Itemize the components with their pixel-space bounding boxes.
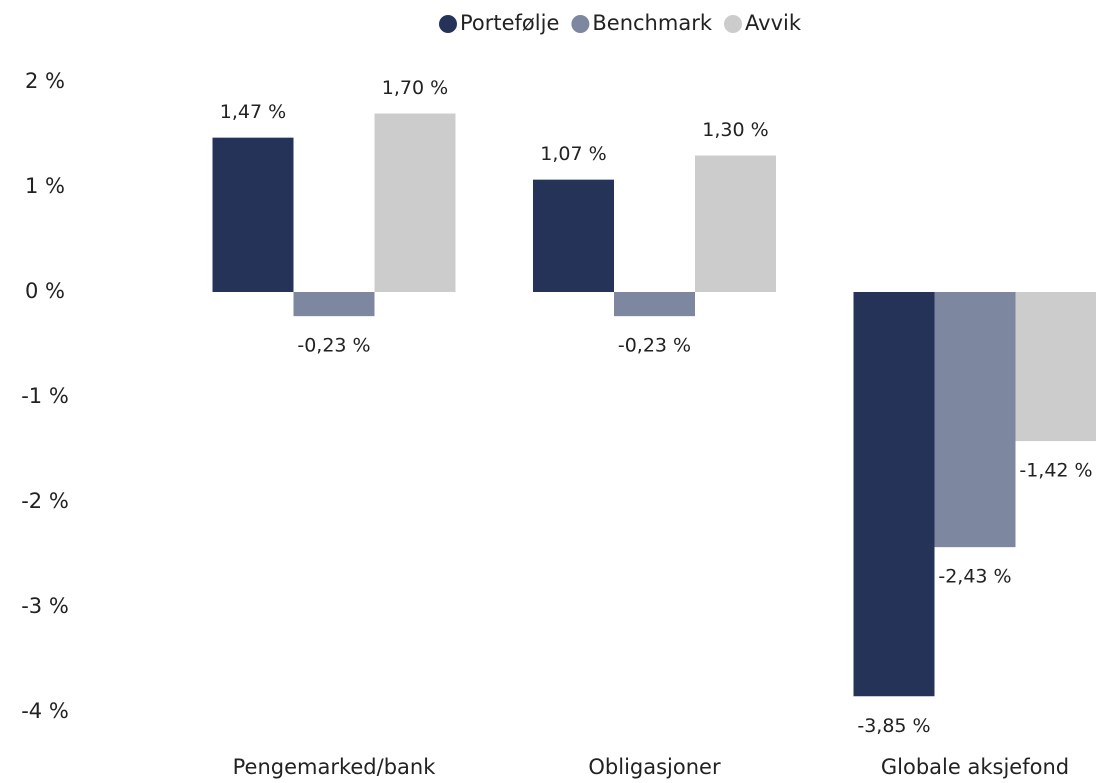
y-tick-label: 2 % bbox=[25, 69, 65, 93]
value-label: 1,47 % bbox=[220, 101, 286, 123]
x-tick-label: Pengemarked/bank bbox=[233, 755, 437, 779]
value-label: 1,07 % bbox=[540, 143, 606, 165]
y-tick-label: -3 % bbox=[21, 594, 69, 618]
legend-label: Avvik bbox=[745, 11, 802, 35]
value-label: -0,23 % bbox=[618, 335, 691, 357]
bar bbox=[934, 292, 1016, 548]
bar bbox=[212, 137, 294, 292]
y-tick-label: -2 % bbox=[21, 489, 69, 513]
legend-label: Benchmark bbox=[592, 11, 712, 35]
value-label: -2,43 % bbox=[938, 566, 1011, 588]
legend-marker bbox=[724, 15, 743, 33]
y-tick-label: -4 % bbox=[21, 699, 69, 723]
bar bbox=[374, 113, 456, 292]
value-label: -1,42 % bbox=[1019, 460, 1092, 482]
x-tick-label: Globale aksjefond bbox=[881, 755, 1069, 779]
bar bbox=[614, 292, 695, 317]
bar bbox=[533, 179, 614, 292]
value-label: -3,85 % bbox=[857, 715, 930, 737]
value-label: -0,23 % bbox=[297, 335, 370, 357]
bar bbox=[695, 155, 776, 292]
value-label: 1,70 % bbox=[382, 77, 448, 99]
bar bbox=[853, 292, 935, 697]
bar bbox=[1015, 292, 1096, 442]
x-tick-label: Obligasjoner bbox=[588, 755, 721, 779]
y-tick-label: 0 % bbox=[25, 279, 65, 303]
value-label: 1,30 % bbox=[702, 119, 768, 141]
legend-label: Portefølje bbox=[460, 11, 559, 35]
bar bbox=[293, 292, 375, 317]
y-tick-label: -1 % bbox=[21, 384, 69, 408]
legend-marker bbox=[438, 15, 457, 33]
legend-marker bbox=[571, 15, 590, 33]
y-tick-label: 1 % bbox=[25, 174, 65, 198]
